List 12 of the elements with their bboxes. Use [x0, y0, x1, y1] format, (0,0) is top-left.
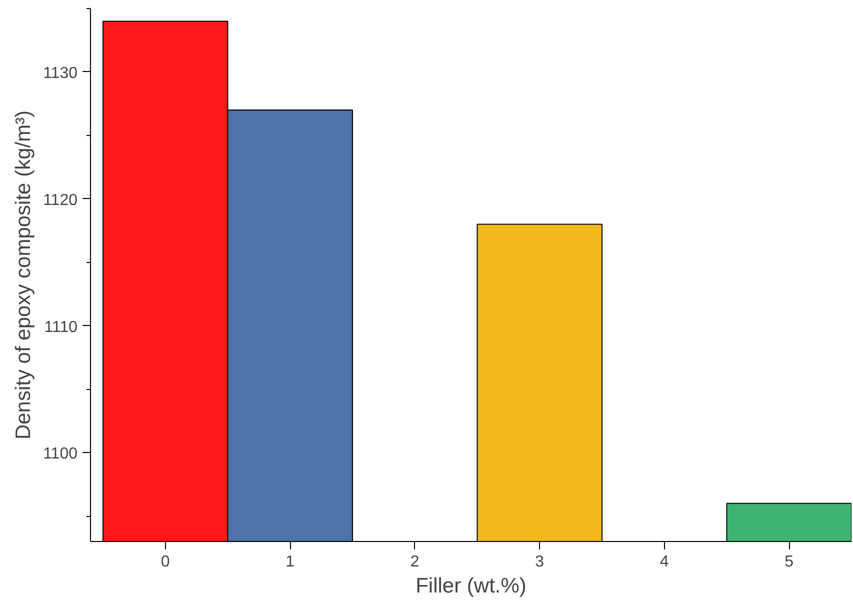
x-tick-label: 1 [286, 554, 295, 570]
x-tick-label: 0 [160, 554, 170, 570]
y-tick-label: 1110 [44, 318, 78, 336]
x-tick-label: 4 [660, 554, 669, 570]
y-tick-label: 1100 [43, 446, 78, 463]
y-tick-label: 1120 [43, 192, 78, 209]
y-axis-title: Density of epoxy composite (kg/m³) [12, 110, 36, 440]
x-tick-label: 3 [535, 554, 544, 570]
x-tick-label: 5 [784, 554, 794, 570]
x-tick-label: 2 [410, 554, 420, 570]
y-tick-label: 1130 [43, 64, 78, 82]
x-axis-title: Filler (wt.%) [416, 574, 526, 598]
